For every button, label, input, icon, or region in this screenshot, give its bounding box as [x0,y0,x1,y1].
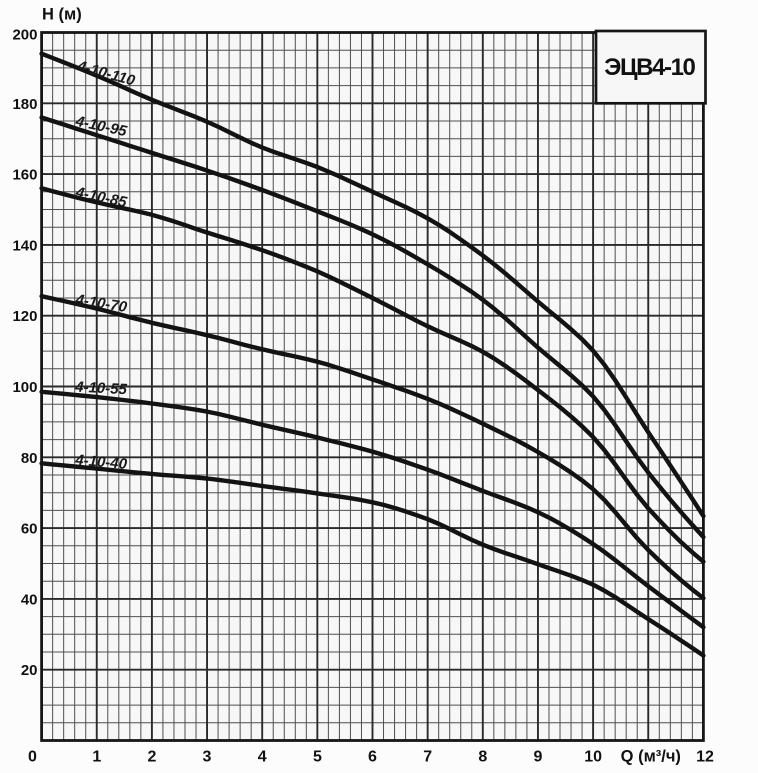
svg-text:120: 120 [12,308,37,325]
svg-text:40: 40 [21,591,38,608]
svg-text:8: 8 [478,749,487,766]
svg-text:1: 1 [92,749,101,766]
svg-text:H (м): H (м) [42,6,82,24]
svg-text:7: 7 [423,749,432,766]
svg-text:200: 200 [12,27,37,44]
svg-text:100: 100 [12,379,37,396]
svg-text:Q (м³/ч): Q (м³/ч) [621,748,681,766]
svg-text:10: 10 [584,749,602,766]
svg-text:12: 12 [696,749,714,766]
svg-text:4-10-40: 4-10-40 [74,451,129,473]
svg-text:180: 180 [12,96,37,113]
svg-text:4: 4 [258,749,267,766]
svg-text:9: 9 [533,749,542,766]
svg-text:140: 140 [12,237,37,254]
svg-text:3: 3 [203,749,212,766]
svg-text:20: 20 [21,662,38,679]
svg-text:80: 80 [21,450,38,467]
svg-text:2: 2 [147,749,156,766]
svg-text:6: 6 [368,749,377,766]
svg-text:ЭЦВ4-10: ЭЦВ4-10 [604,54,695,81]
svg-text:160: 160 [12,167,37,184]
svg-text:0: 0 [28,749,37,766]
svg-text:60: 60 [21,521,38,538]
svg-text:5: 5 [313,749,322,766]
svg-text:4-10-55: 4-10-55 [74,378,128,398]
